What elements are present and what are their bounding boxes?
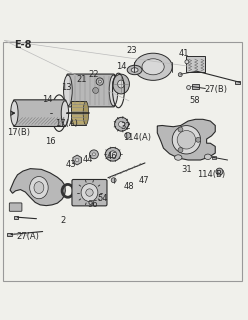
Ellipse shape (175, 155, 182, 160)
Bar (186, 56, 205, 72)
Circle shape (119, 121, 124, 127)
Text: 21: 21 (76, 75, 87, 84)
Circle shape (178, 127, 183, 132)
Text: 114(A): 114(A) (124, 132, 152, 141)
Ellipse shape (86, 189, 93, 196)
Text: 44: 44 (83, 155, 93, 164)
Ellipse shape (134, 53, 172, 80)
Polygon shape (10, 169, 65, 206)
Circle shape (111, 178, 116, 183)
Ellipse shape (81, 184, 98, 201)
Ellipse shape (172, 125, 201, 154)
Ellipse shape (61, 101, 69, 125)
Text: 14: 14 (116, 62, 127, 71)
Bar (71, 101, 86, 125)
Text: 13: 13 (61, 84, 71, 92)
Ellipse shape (127, 65, 142, 75)
Text: 17(B): 17(B) (7, 128, 30, 137)
Bar (14, 216, 18, 219)
Circle shape (75, 158, 79, 162)
Circle shape (196, 137, 201, 142)
Ellipse shape (109, 75, 118, 106)
FancyBboxPatch shape (67, 74, 115, 107)
Circle shape (93, 87, 99, 93)
Text: 114(B): 114(B) (197, 170, 225, 179)
Text: 2: 2 (60, 216, 65, 225)
Bar (235, 81, 240, 84)
Ellipse shape (105, 148, 121, 161)
Circle shape (125, 132, 131, 138)
Text: 16: 16 (45, 137, 55, 146)
Text: 96: 96 (88, 200, 98, 209)
Circle shape (178, 148, 183, 153)
Ellipse shape (177, 131, 196, 149)
Text: 54: 54 (98, 194, 108, 203)
Text: 22: 22 (88, 70, 98, 79)
FancyBboxPatch shape (9, 203, 22, 211)
Ellipse shape (83, 101, 89, 125)
Circle shape (185, 60, 189, 64)
Ellipse shape (113, 74, 129, 94)
Circle shape (216, 168, 223, 175)
Circle shape (178, 73, 182, 77)
Polygon shape (157, 119, 215, 160)
FancyBboxPatch shape (191, 84, 199, 89)
Circle shape (93, 153, 95, 156)
Ellipse shape (11, 101, 18, 125)
Text: 47: 47 (139, 176, 150, 185)
Ellipse shape (131, 68, 138, 72)
Text: 43: 43 (65, 160, 76, 169)
Text: 17(A): 17(A) (55, 119, 77, 128)
Ellipse shape (118, 80, 124, 88)
Text: 31: 31 (181, 165, 191, 174)
FancyBboxPatch shape (13, 100, 66, 126)
Text: 48: 48 (123, 182, 134, 191)
Bar (7, 233, 12, 236)
Ellipse shape (109, 151, 117, 158)
Text: 27(B): 27(B) (204, 85, 227, 94)
Circle shape (115, 117, 128, 131)
Circle shape (98, 80, 101, 83)
Text: 23: 23 (126, 46, 137, 55)
FancyBboxPatch shape (72, 180, 107, 206)
Circle shape (187, 85, 190, 90)
Text: 41: 41 (178, 49, 189, 58)
Text: 32: 32 (120, 122, 130, 131)
Circle shape (96, 78, 103, 85)
Text: 46: 46 (107, 152, 118, 161)
Ellipse shape (34, 182, 44, 194)
Text: 14: 14 (42, 95, 53, 104)
Text: 27(A): 27(A) (16, 232, 39, 242)
Ellipse shape (63, 75, 72, 106)
Bar (212, 156, 217, 159)
Ellipse shape (30, 177, 48, 199)
Circle shape (218, 170, 221, 173)
Ellipse shape (204, 154, 211, 159)
Ellipse shape (142, 59, 164, 75)
Text: 58: 58 (189, 96, 200, 105)
Circle shape (90, 150, 98, 159)
Text: E-8: E-8 (14, 40, 32, 50)
